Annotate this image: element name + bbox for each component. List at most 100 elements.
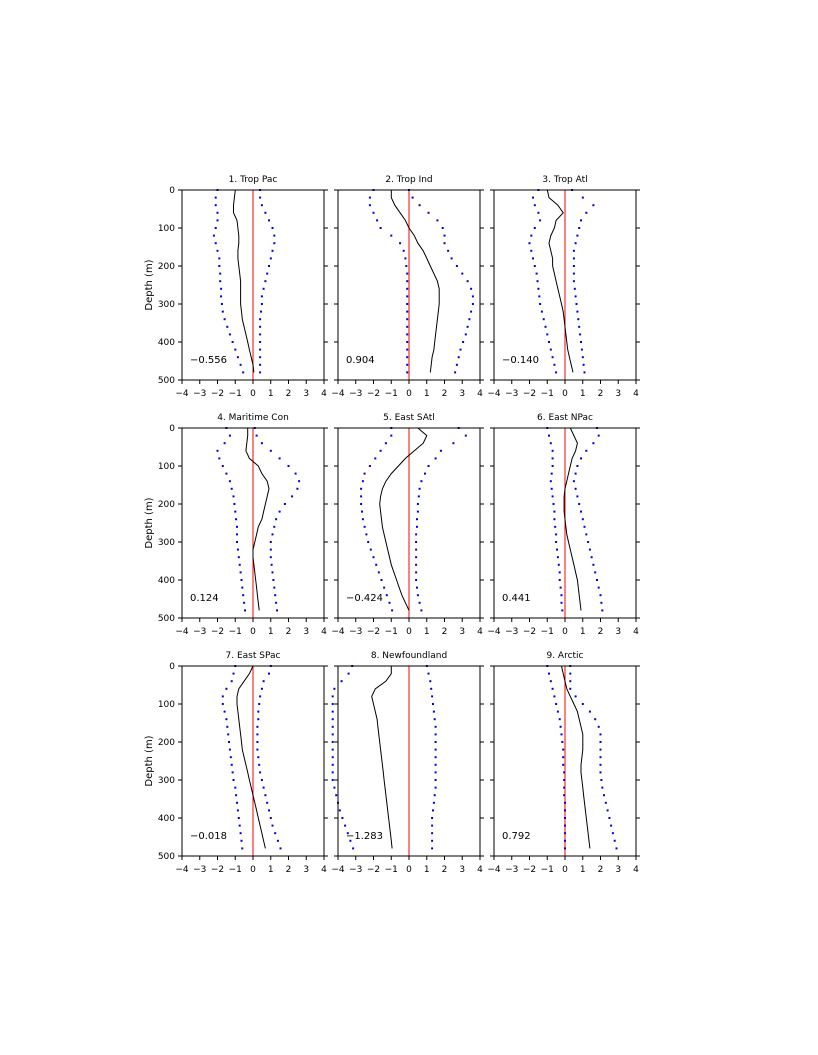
series-upper-point	[257, 756, 260, 759]
series-upper-point	[273, 242, 276, 245]
x-tick-label: −2	[211, 865, 224, 875]
series-lower-point	[555, 541, 558, 543]
panel-2: −4 −3 −2 −1 0 1 2 3 4 2. Trop Ind 0.904	[331, 175, 484, 399]
x-tick-label: 4	[321, 627, 327, 637]
series-lower-point	[564, 809, 566, 812]
series-upper-point	[259, 363, 262, 366]
series-upper-point	[455, 265, 458, 267]
series-upper-point	[588, 710, 591, 713]
x-tick-label: −3	[505, 627, 518, 637]
series-lower-point	[402, 249, 405, 252]
x-tick-label: 3	[303, 627, 309, 637]
y-tick-label: 0	[169, 662, 175, 672]
series-lower-point	[331, 748, 334, 751]
series-upper-point	[259, 771, 262, 774]
series-lower-point	[379, 449, 382, 452]
series-lower-point	[234, 348, 237, 351]
series-lower-point	[561, 741, 564, 743]
series-upper-point	[432, 809, 434, 812]
series-lower-point	[331, 710, 334, 713]
series-lower-point	[563, 771, 566, 774]
series-lower-point	[552, 503, 555, 505]
y-tick-label: 0	[169, 424, 175, 434]
series-upper-point	[268, 219, 270, 222]
series-upper-point	[579, 333, 582, 336]
series-lower-point	[360, 487, 363, 490]
series-upper-point	[434, 763, 437, 766]
x-tick-label: −4	[487, 389, 501, 399]
series-upper-point	[592, 563, 595, 566]
series-lower-point	[331, 771, 334, 774]
series-lower-point	[564, 801, 566, 804]
series-upper-point	[260, 779, 263, 781]
series-lower-point	[367, 541, 370, 543]
series-upper-point	[431, 824, 434, 827]
x-tick-label: −3	[193, 389, 206, 399]
series-lower-point	[548, 434, 550, 437]
panel-title: 1. Trop Pac	[229, 175, 278, 185]
series-lower-point	[406, 341, 409, 343]
y-tick-label: 100	[158, 700, 175, 710]
series-upper-point	[424, 472, 426, 475]
series-mean-line	[245, 428, 270, 611]
panel-title: 8. Newfoundland	[371, 651, 447, 661]
x-tick-label: −1	[229, 389, 242, 399]
series-lower-point	[360, 503, 363, 505]
series-lower-point	[406, 287, 409, 290]
series-upper-point	[577, 318, 580, 321]
series-lower-point	[239, 363, 242, 366]
series-lower-point	[225, 472, 228, 475]
series-lower-point	[347, 672, 350, 675]
x-tick-label: −4	[175, 389, 189, 399]
series-lower-point	[243, 601, 246, 604]
series-lower-point	[216, 211, 219, 214]
series-upper-point	[416, 525, 418, 528]
panel-annotation: 0.792	[502, 831, 531, 842]
x-tick-label: 1	[580, 865, 586, 875]
series-lower-point	[533, 227, 536, 229]
series-upper-point	[427, 211, 430, 214]
series-upper-point	[268, 809, 270, 812]
series-lower-point	[238, 563, 241, 566]
series-lower-point	[212, 234, 215, 237]
panel-annotation: −0.140	[502, 355, 539, 366]
series-upper-point	[580, 457, 582, 460]
series-lower-point	[225, 687, 228, 690]
x-tick-label: 0	[406, 865, 412, 875]
series-lower-point	[234, 510, 237, 513]
series-upper-point	[256, 741, 259, 743]
series-lower-point	[551, 465, 554, 467]
series-mean-line	[561, 665, 591, 849]
series-upper-point	[420, 609, 423, 612]
series-upper-point	[574, 295, 577, 298]
series-upper-point	[275, 518, 278, 521]
series-lower-point	[216, 249, 219, 252]
series-upper-point	[599, 741, 602, 743]
panel-4: −4 −3 −2 −1 0 1 2 3 4 0 100 200 300 400 500 Depth (m) 4.…	[144, 413, 328, 637]
series-lower-point	[218, 257, 221, 260]
panel-annotation: 0.904	[346, 355, 375, 366]
series-lower-point	[218, 265, 221, 267]
series-upper-point	[470, 287, 473, 290]
series-lower-point	[546, 333, 549, 336]
x-tick-label: −2	[523, 627, 536, 637]
series-upper-point	[596, 579, 598, 581]
series-lower-point	[559, 725, 562, 728]
series-upper-point	[599, 733, 602, 736]
series-upper-point	[259, 356, 262, 359]
x-tick-label: −2	[523, 389, 536, 399]
series-lower-point	[241, 847, 244, 850]
series-lower-point	[236, 809, 239, 812]
series-upper-point	[572, 265, 575, 267]
series-lower-point	[551, 457, 554, 460]
series-upper-point	[461, 272, 464, 275]
series-lower-point	[383, 586, 386, 589]
series-upper-point	[415, 571, 418, 574]
series-lower-point	[232, 672, 235, 675]
series-lower-point	[352, 847, 355, 850]
series-upper-point	[278, 457, 281, 460]
series-upper-point	[431, 817, 434, 819]
series-upper-point	[601, 609, 604, 612]
panel-annotation: −0.424	[346, 593, 383, 604]
